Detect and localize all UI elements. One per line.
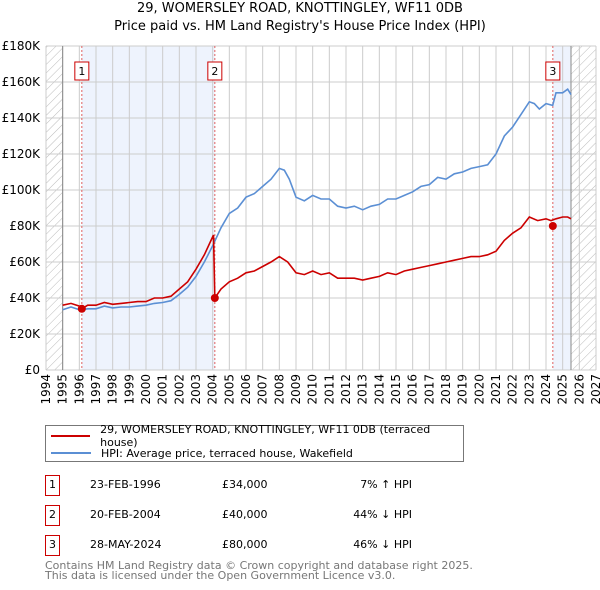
- x-tick-label: 2021: [489, 374, 503, 405]
- x-tick-label: 2020: [472, 374, 486, 405]
- chart-subtitle: Price paid vs. HM Land Registry's House …: [114, 19, 486, 34]
- sale-hpi-diff: 44% ↓ HPI: [353, 508, 412, 521]
- sale-point: [548, 222, 557, 230]
- sale-point: [210, 294, 219, 302]
- x-tick-label: 1997: [89, 374, 103, 405]
- sale-label-box: [545, 61, 561, 81]
- sale-label-box: [74, 61, 90, 81]
- x-tick-label: 2014: [372, 374, 386, 405]
- y-tick-label: £80K: [9, 219, 41, 233]
- sale-label-box: [207, 61, 223, 81]
- legend-swatch-property: [51, 435, 91, 437]
- property-price-line: [62, 216, 572, 310]
- x-tick-label: 2024: [539, 374, 553, 405]
- hpi-line: [62, 88, 572, 311]
- x-tick-label: 2007: [256, 374, 270, 405]
- x-tick-label: 1996: [72, 374, 86, 405]
- sale-date: 28-MAY-2024: [90, 538, 162, 551]
- x-tick-label: 2016: [406, 374, 420, 405]
- footer-copyright: Contains HM Land Registry data © Crown c…: [45, 559, 473, 572]
- x-tick-label: 2012: [339, 374, 353, 405]
- no-data-hatch-right: [571, 46, 596, 370]
- legend-swatch-hpi: [51, 452, 91, 454]
- x-tick-label: 2026: [572, 374, 586, 405]
- x-tick-label: 2011: [322, 374, 336, 405]
- y-tick-label: £140K: [2, 111, 42, 125]
- y-tick-label: £180K: [2, 39, 42, 53]
- x-tick-label: 1994: [39, 374, 53, 405]
- sale-price: £80,000: [222, 538, 268, 551]
- x-tick-label: 2000: [139, 374, 153, 405]
- x-tick-label: 1995: [56, 374, 70, 405]
- x-tick-label: 2019: [456, 374, 470, 405]
- x-tick-label: 2027: [589, 374, 600, 405]
- x-tick-label: 2009: [289, 374, 303, 405]
- sale-number-badge: 1: [45, 475, 60, 496]
- x-tick-label: 2018: [439, 374, 453, 405]
- ownership-shade: [552, 46, 571, 370]
- sale-label: 2: [211, 65, 218, 78]
- y-tick-label: £160K: [2, 75, 42, 89]
- y-tick-label: £20K: [9, 327, 41, 341]
- x-tick-label: 2015: [389, 374, 403, 405]
- x-tick-label: 2008: [272, 374, 286, 405]
- sale-price: £34,000: [222, 478, 268, 491]
- sale-hpi-diff: 46% ↓ HPI: [353, 538, 412, 551]
- x-tick-label: 2025: [556, 374, 570, 405]
- ownership-shade: [81, 46, 215, 370]
- x-tick-label: 2006: [239, 374, 253, 405]
- x-tick-label: 2022: [506, 374, 520, 405]
- y-tick-label: £0: [25, 363, 40, 377]
- footer-licence: This data is licensed under the Open Gov…: [45, 569, 396, 582]
- x-tick-label: 2002: [172, 374, 186, 405]
- x-tick-label: 2004: [206, 374, 220, 405]
- legend-item-hpi: HPI: Average price, terraced house, Wake…: [51, 445, 353, 461]
- x-tick-label: 1998: [106, 374, 120, 405]
- y-tick-label: £60K: [9, 255, 41, 269]
- x-tick-label: 2017: [422, 374, 436, 405]
- y-tick-label: £120K: [2, 147, 42, 161]
- sale-label: 1: [78, 65, 85, 78]
- x-tick-label: 2010: [306, 374, 320, 405]
- x-tick-label: 2023: [522, 374, 536, 405]
- sale-date: 20-FEB-2004: [90, 508, 161, 521]
- legend-item-property: 29, WOMERSLEY ROAD, KNOTTINGLEY, WF11 0D…: [51, 423, 463, 449]
- sale-hpi-diff: 7% ↑ HPI: [360, 478, 412, 491]
- no-data-hatch-left: [46, 46, 63, 370]
- sale-price: £40,000: [222, 508, 268, 521]
- x-tick-label: 1999: [122, 374, 136, 405]
- x-tick-label: 2001: [156, 374, 170, 405]
- legend-label-property: 29, WOMERSLEY ROAD, KNOTTINGLEY, WF11 0D…: [100, 423, 431, 449]
- legend-label-hpi: HPI: Average price, terraced house, Wake…: [101, 446, 353, 460]
- sale-number-badge: 3: [45, 535, 60, 556]
- sale-point: [77, 304, 86, 313]
- sale-number-badge: 2: [45, 505, 60, 526]
- sale-label: 3: [549, 65, 556, 78]
- x-tick-label: 2003: [189, 374, 203, 405]
- sale-date: 23-FEB-1996: [90, 478, 161, 491]
- x-tick-label: 2013: [356, 374, 370, 405]
- chart-title: 29, WOMERSLEY ROAD, KNOTTINGLEY, WF11 0D…: [137, 1, 463, 16]
- y-tick-label: £100K: [2, 183, 42, 197]
- legend: 29, WOMERSLEY ROAD, KNOTTINGLEY, WF11 0D…: [45, 423, 464, 462]
- y-tick-label: £40K: [9, 291, 41, 305]
- x-tick-label: 2005: [222, 374, 236, 405]
